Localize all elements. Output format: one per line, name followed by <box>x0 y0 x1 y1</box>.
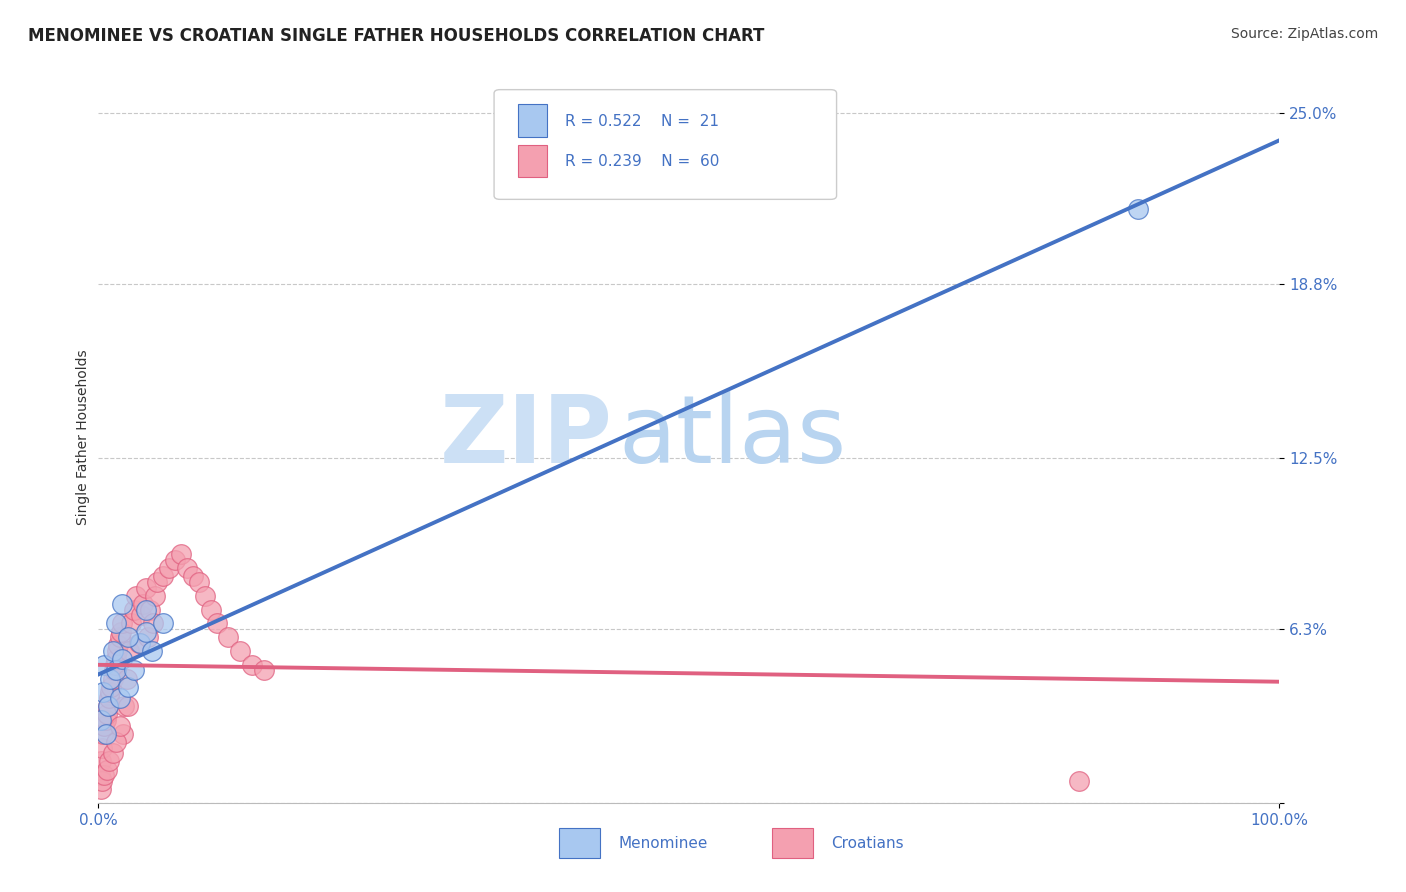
Point <box>200 602 222 616</box>
Point <box>181 569 204 583</box>
Point <box>128 636 150 650</box>
Point <box>240 657 263 672</box>
Text: R = 0.239    N =  60: R = 0.239 N = 60 <box>565 153 720 169</box>
Point <box>136 630 159 644</box>
Point <box>112 727 135 741</box>
Point <box>129 608 152 623</box>
Point <box>125 589 148 603</box>
Point <box>105 735 128 749</box>
Point <box>98 755 121 769</box>
Point <box>118 644 141 658</box>
Point <box>117 630 139 644</box>
Point <box>135 624 157 639</box>
Point <box>111 616 134 631</box>
Point <box>105 652 128 666</box>
Point <box>117 680 139 694</box>
Point <box>101 672 124 686</box>
Point <box>142 616 165 631</box>
Point <box>97 699 120 714</box>
Point <box>122 663 145 677</box>
Point <box>96 707 118 722</box>
Point <box>121 616 143 631</box>
Point <box>139 602 162 616</box>
Point <box>90 782 112 797</box>
Point <box>152 569 174 583</box>
Point <box>98 690 121 705</box>
Text: ZIP: ZIP <box>439 391 612 483</box>
Point <box>93 768 115 782</box>
Y-axis label: Single Father Households: Single Father Households <box>76 350 90 524</box>
Point <box>91 773 114 788</box>
Text: Menominee: Menominee <box>619 836 707 851</box>
Point <box>122 602 145 616</box>
Point <box>98 672 121 686</box>
Point <box>91 685 114 699</box>
Point <box>135 602 157 616</box>
Point <box>93 718 115 732</box>
Point <box>100 680 122 694</box>
Point <box>111 597 134 611</box>
Point <box>128 636 150 650</box>
Point <box>115 672 138 686</box>
Text: Croatians: Croatians <box>831 836 903 851</box>
FancyBboxPatch shape <box>494 90 837 200</box>
Text: MENOMINEE VS CROATIAN SINGLE FATHER HOUSEHOLDS CORRELATION CHART: MENOMINEE VS CROATIAN SINGLE FATHER HOUS… <box>28 27 765 45</box>
Point <box>111 652 134 666</box>
Point <box>253 663 276 677</box>
Point <box>187 574 209 589</box>
Point <box>98 685 121 699</box>
Point <box>117 699 139 714</box>
Point <box>93 657 115 672</box>
Point <box>194 589 217 603</box>
Point <box>91 740 114 755</box>
Point <box>101 644 124 658</box>
Bar <box>517 145 547 178</box>
Point <box>108 690 131 705</box>
Point <box>94 713 117 727</box>
Bar <box>772 829 813 858</box>
Point <box>97 699 120 714</box>
Point <box>90 713 112 727</box>
Point <box>104 657 127 672</box>
Point <box>176 561 198 575</box>
Point <box>94 727 117 741</box>
Bar <box>560 829 600 858</box>
Point <box>107 639 129 653</box>
Point <box>96 763 118 777</box>
Point <box>1126 202 1149 217</box>
Point <box>146 574 169 589</box>
Point <box>108 630 131 644</box>
Point <box>105 616 128 631</box>
Point <box>143 589 166 603</box>
Point <box>141 644 163 658</box>
Point <box>135 581 157 595</box>
Point <box>105 663 128 677</box>
Text: Source: ZipAtlas.com: Source: ZipAtlas.com <box>1230 27 1378 41</box>
Point <box>110 624 132 639</box>
Point <box>132 597 155 611</box>
Point <box>205 616 228 631</box>
Point <box>108 718 131 732</box>
Point <box>229 644 252 658</box>
Point <box>89 768 111 782</box>
Point <box>217 630 239 644</box>
Point <box>1067 773 1090 788</box>
Point <box>157 561 180 575</box>
Text: atlas: atlas <box>619 391 846 483</box>
Text: R = 0.522    N =  21: R = 0.522 N = 21 <box>565 113 718 128</box>
Point <box>103 663 125 677</box>
Point <box>170 548 193 562</box>
Point <box>112 699 135 714</box>
Point <box>101 746 124 760</box>
Point <box>91 727 114 741</box>
Point <box>90 755 112 769</box>
Point <box>165 553 187 567</box>
Point <box>105 644 128 658</box>
Bar <box>517 104 547 137</box>
Point <box>152 616 174 631</box>
